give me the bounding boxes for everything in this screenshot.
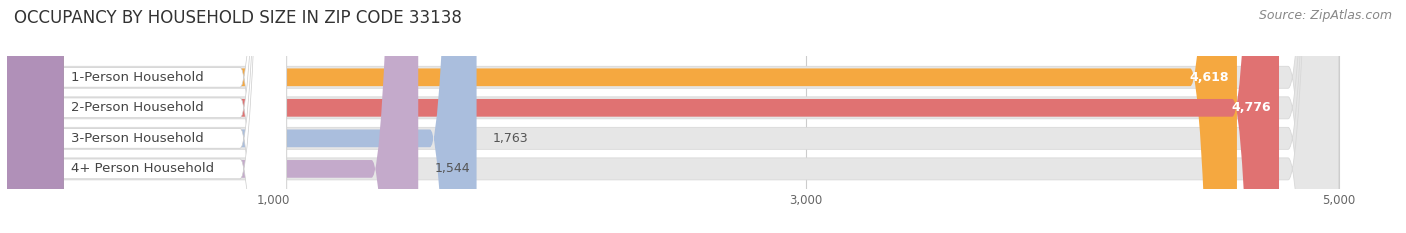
Circle shape: [0, 0, 63, 233]
Circle shape: [0, 0, 63, 233]
Text: 2-Person Household: 2-Person Household: [70, 101, 204, 114]
FancyBboxPatch shape: [7, 0, 1339, 233]
Text: 4,618: 4,618: [1189, 71, 1229, 84]
Text: OCCUPANCY BY HOUSEHOLD SIZE IN ZIP CODE 33138: OCCUPANCY BY HOUSEHOLD SIZE IN ZIP CODE …: [14, 9, 463, 27]
FancyBboxPatch shape: [7, 0, 1339, 233]
Text: 4,776: 4,776: [1232, 101, 1271, 114]
FancyBboxPatch shape: [7, 0, 287, 233]
FancyBboxPatch shape: [7, 0, 477, 233]
FancyBboxPatch shape: [7, 0, 287, 233]
Text: 1,763: 1,763: [492, 132, 529, 145]
Text: 1-Person Household: 1-Person Household: [70, 71, 204, 84]
FancyBboxPatch shape: [7, 0, 287, 233]
Circle shape: [0, 0, 63, 233]
FancyBboxPatch shape: [7, 0, 418, 233]
Text: 1,544: 1,544: [434, 162, 470, 175]
FancyBboxPatch shape: [7, 0, 1339, 233]
FancyBboxPatch shape: [7, 0, 1237, 233]
FancyBboxPatch shape: [7, 0, 1279, 233]
Text: 4+ Person Household: 4+ Person Household: [70, 162, 214, 175]
FancyBboxPatch shape: [7, 0, 287, 233]
FancyBboxPatch shape: [7, 0, 1339, 233]
Text: 3-Person Household: 3-Person Household: [70, 132, 204, 145]
Circle shape: [0, 0, 63, 233]
Text: Source: ZipAtlas.com: Source: ZipAtlas.com: [1258, 9, 1392, 22]
